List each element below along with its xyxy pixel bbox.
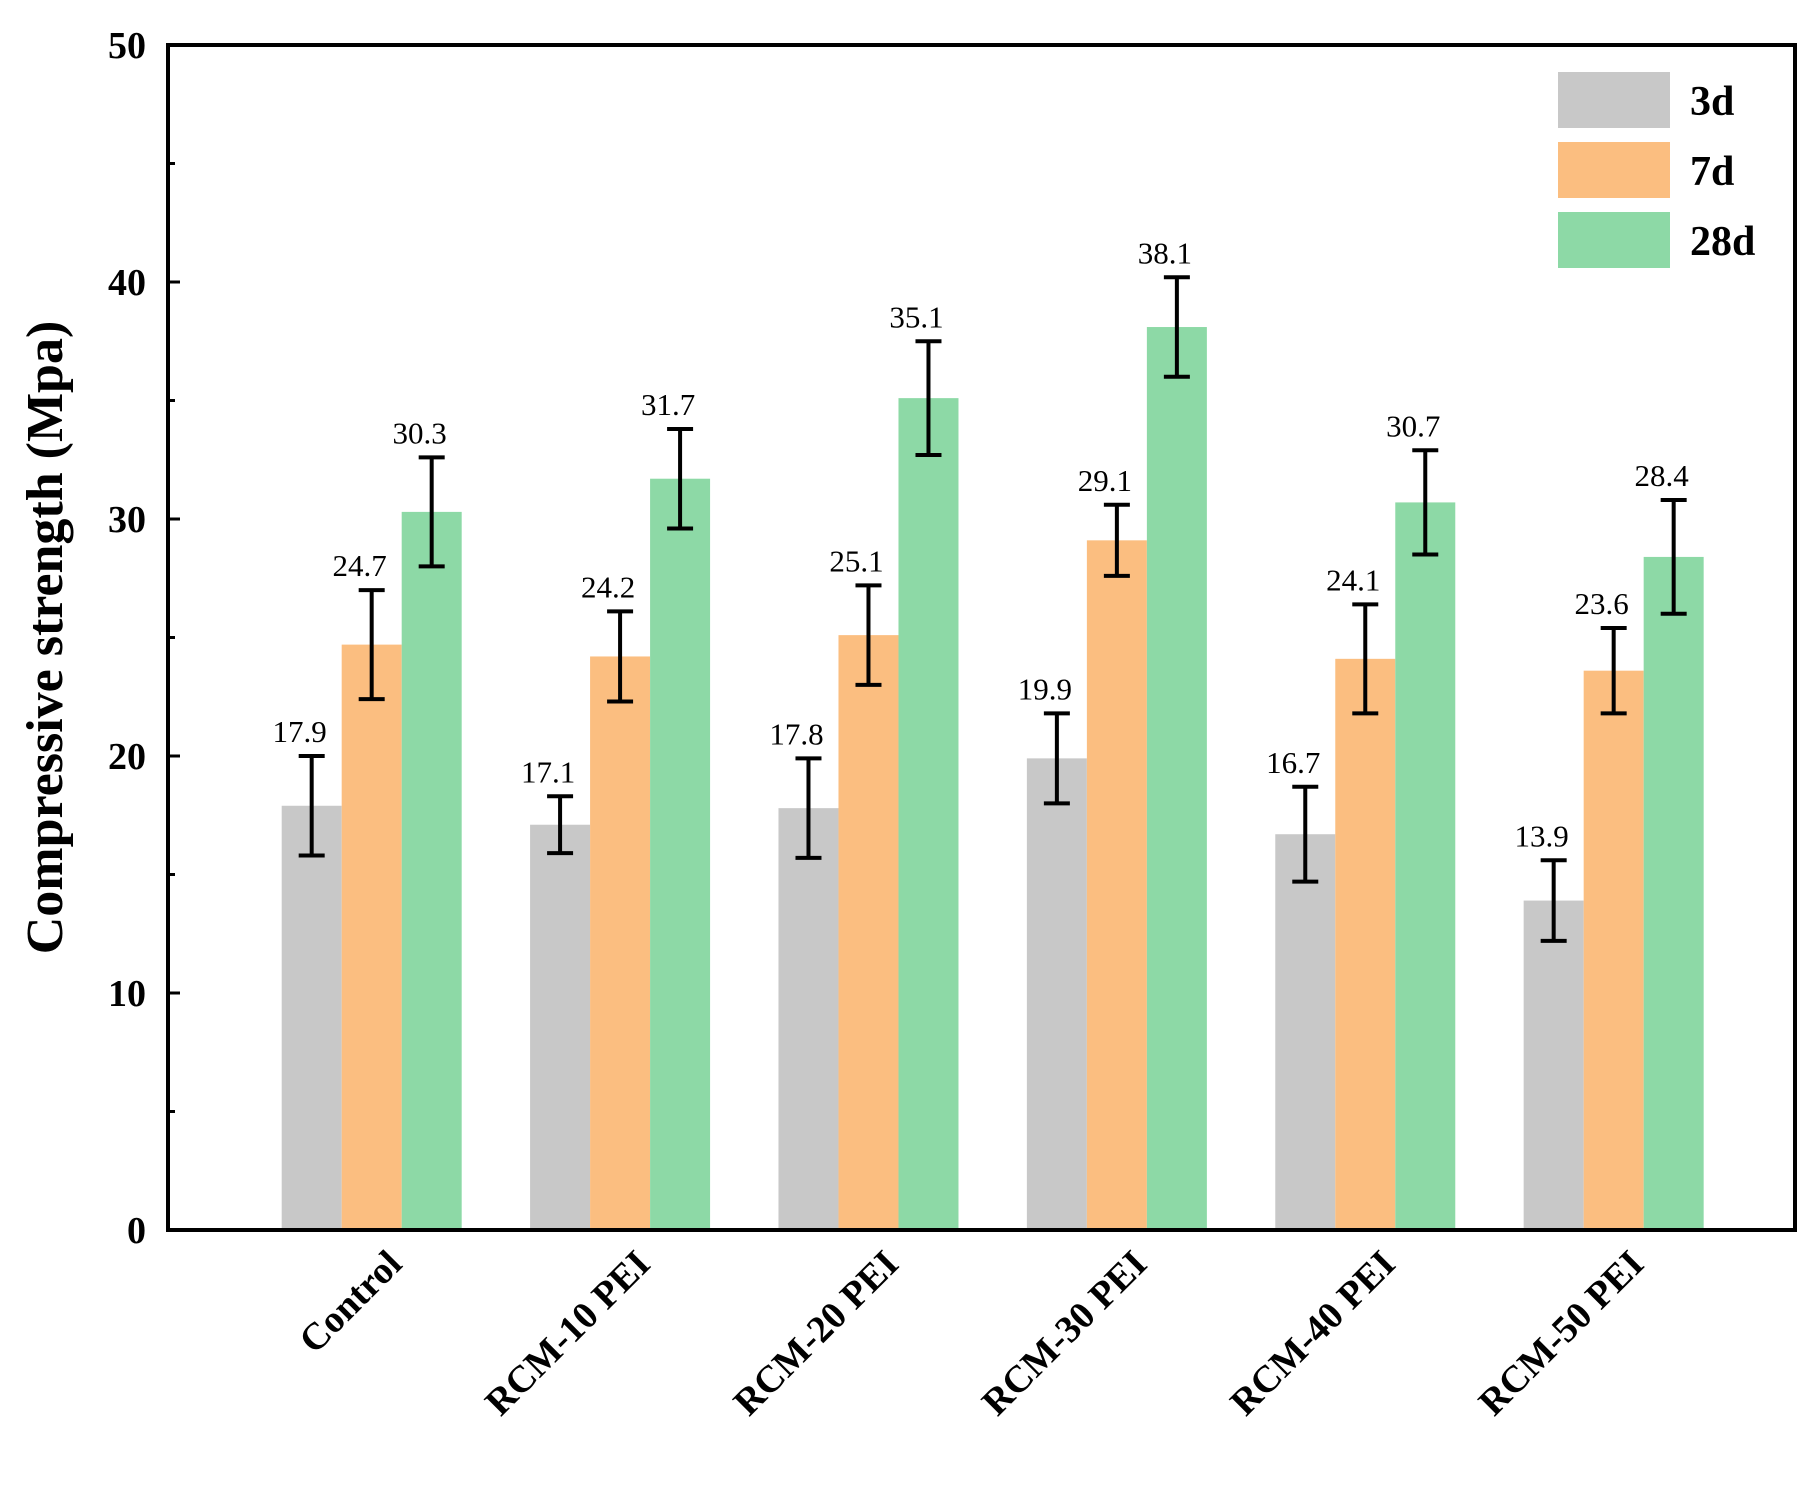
legend-label-3d: 3d — [1690, 79, 1734, 125]
data-label-3d-5: 13.9 — [1515, 818, 1569, 853]
bar-3d-3 — [1026, 758, 1087, 1230]
data-label-3d-4: 16.7 — [1266, 745, 1320, 780]
bar-7d-3 — [1086, 540, 1147, 1230]
bar-3d-0 — [281, 805, 342, 1230]
bar-28d-3 — [1146, 327, 1207, 1230]
data-label-3d-2: 17.8 — [769, 716, 823, 751]
bar-7d-4 — [1335, 658, 1396, 1230]
bar-3d-2 — [778, 808, 839, 1230]
y-tick-label-40: 40 — [108, 262, 146, 304]
legend-swatch-28d — [1558, 212, 1670, 268]
y-tick-label-0: 0 — [127, 1210, 146, 1252]
bar-7d-1 — [590, 656, 651, 1230]
data-label-7d-4: 24.1 — [1326, 562, 1380, 597]
legend-label-28d: 28d — [1690, 219, 1755, 265]
y-tick-label-30: 30 — [108, 499, 146, 541]
data-label-3d-1: 17.1 — [521, 754, 575, 789]
y-tick-label-50: 50 — [108, 25, 146, 67]
bar-7d-0 — [341, 644, 402, 1230]
data-label-28d-1: 31.7 — [641, 387, 695, 422]
y-axis-title: Compressive strength (Mpa) — [17, 321, 74, 955]
data-label-28d-3: 38.1 — [1138, 235, 1192, 270]
bar-3d-5 — [1523, 900, 1584, 1230]
x-category-label-4: RCM-40 PEI — [1222, 1243, 1403, 1424]
x-category-label-3: RCM-30 PEI — [974, 1243, 1155, 1424]
data-label-7d-1: 24.2 — [581, 569, 635, 604]
legend-swatch-3d — [1558, 72, 1670, 128]
x-category-label-0: Control — [291, 1243, 410, 1362]
bar-28d-4 — [1395, 502, 1456, 1230]
data-label-3d-3: 19.9 — [1018, 671, 1072, 706]
bar-28d-0 — [401, 511, 462, 1230]
y-tick-label-20: 20 — [108, 736, 146, 778]
bar-28d-1 — [650, 478, 711, 1231]
legend-label-7d: 7d — [1690, 149, 1734, 195]
x-category-label-1: RCM-10 PEI — [477, 1243, 658, 1424]
bar-7d-2 — [838, 635, 899, 1230]
y-tick-label-10: 10 — [108, 973, 146, 1015]
data-label-28d-5: 28.4 — [1635, 458, 1690, 493]
data-label-28d-0: 30.3 — [393, 415, 447, 450]
x-category-label-2: RCM-20 PEI — [726, 1243, 907, 1424]
data-label-7d-5: 23.6 — [1575, 586, 1629, 621]
bar-3d-1 — [530, 824, 591, 1230]
data-label-7d-2: 25.1 — [829, 543, 883, 578]
bar-28d-5 — [1643, 556, 1704, 1230]
data-label-28d-4: 30.7 — [1386, 408, 1440, 443]
legend-swatch-7d — [1558, 142, 1670, 198]
x-category-label-5: RCM-50 PEI — [1471, 1243, 1652, 1424]
bar-28d-2 — [898, 398, 959, 1230]
data-label-28d-2: 35.1 — [889, 299, 943, 334]
data-label-7d-0: 24.7 — [333, 548, 387, 583]
data-label-7d-3: 29.1 — [1078, 463, 1132, 498]
bar-3d-4 — [1275, 834, 1336, 1230]
bar-7d-5 — [1583, 670, 1644, 1230]
data-label-3d-0: 17.9 — [273, 714, 327, 749]
